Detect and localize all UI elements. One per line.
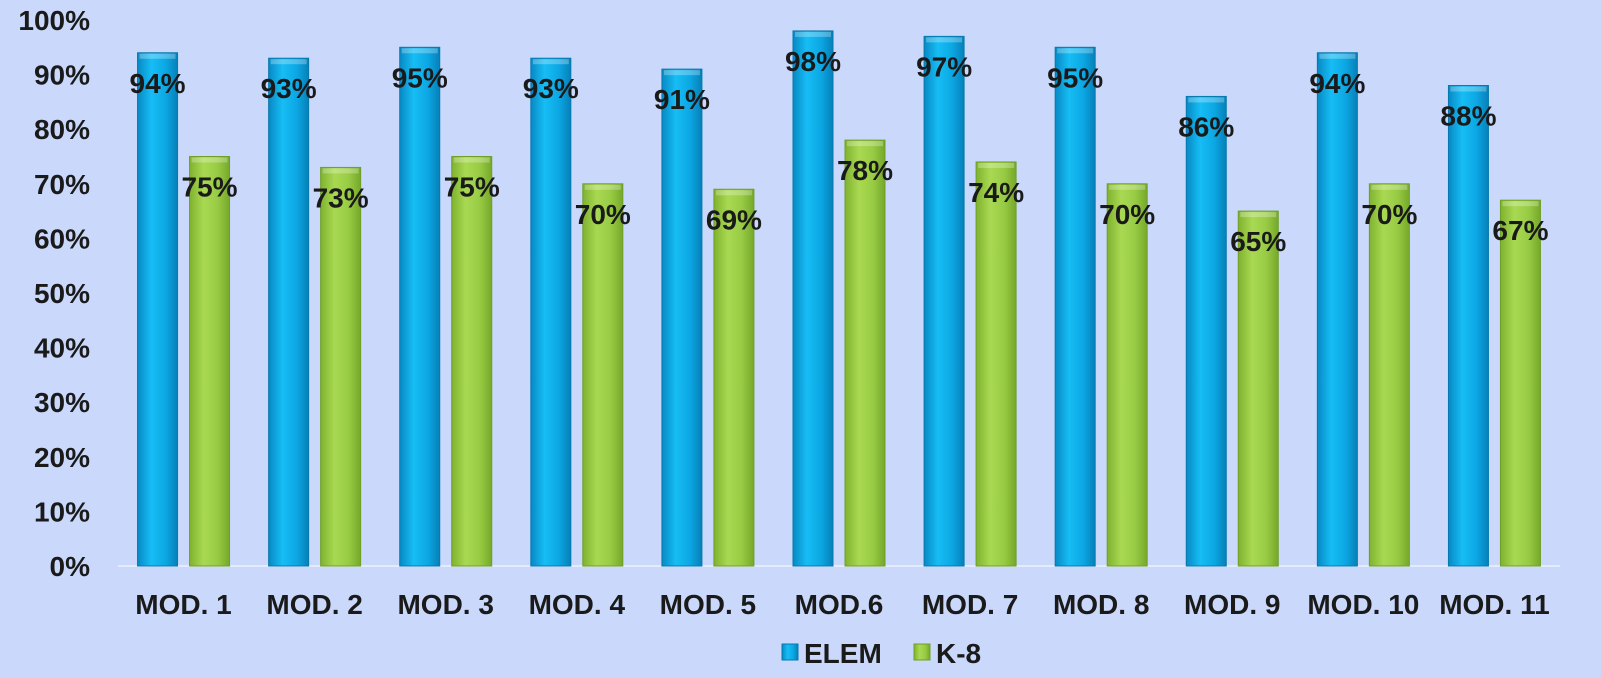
bar-highlight [978, 162, 1015, 168]
bar-elem-6 [792, 30, 834, 567]
bar-highlight [795, 31, 831, 37]
y-tick-label: 20% [34, 442, 90, 473]
data-label: 97% [916, 51, 972, 82]
y-tick-label: 90% [34, 60, 90, 91]
bar-k8-7 [975, 161, 1017, 567]
bar-highlight [322, 168, 359, 174]
y-tick-label: 60% [34, 223, 90, 254]
x-tick-label: MOD. 11 [1439, 589, 1549, 620]
bar-highlight [1188, 97, 1225, 103]
bar-elem-4 [530, 57, 572, 567]
bar-highlight [1240, 212, 1277, 218]
data-label: 65% [1230, 226, 1286, 257]
y-tick-label: 100% [18, 5, 90, 36]
bar-k8-6 [844, 139, 886, 567]
bar-elem-5 [661, 68, 703, 567]
data-label: 86% [1178, 111, 1234, 142]
data-label: 69% [706, 204, 762, 235]
x-tick-label: MOD. 10 [1307, 589, 1419, 620]
x-tick-label: MOD. 4 [529, 589, 626, 620]
y-tick-label: 80% [34, 114, 90, 145]
bar-highlight [847, 141, 883, 147]
bar-k8-1 [189, 156, 231, 567]
bar-k8-3 [451, 156, 493, 567]
bar-highlight [1450, 86, 1487, 92]
bar-elem-3 [399, 46, 441, 567]
x-tick-label: MOD. 5 [660, 589, 756, 620]
data-label: 75% [444, 172, 500, 203]
bar-k8-2 [320, 166, 362, 567]
data-label: 94% [1309, 68, 1365, 99]
bar-elem-7 [923, 35, 965, 567]
bar-highlight [1502, 201, 1539, 207]
x-tick-label: MOD. 9 [1184, 589, 1280, 620]
data-label: 95% [392, 62, 448, 93]
bar-elem-11 [1447, 85, 1489, 567]
bar-highlight [270, 59, 307, 65]
bar-k8-8 [1106, 183, 1148, 567]
bar-highlight [453, 157, 490, 163]
data-label: 70% [575, 199, 631, 230]
legend-swatch-elem [781, 643, 799, 661]
data-label: 94% [130, 68, 186, 99]
y-tick-label: 0% [50, 551, 91, 582]
bar-highlight [532, 59, 569, 65]
data-label: 70% [1361, 199, 1417, 230]
bar-elem-9 [1185, 95, 1227, 567]
x-tick-label: MOD. 1 [135, 589, 231, 620]
bar-highlight [191, 157, 228, 163]
legend: ELEM K-8 [781, 638, 981, 669]
legend-label: K-8 [936, 638, 981, 669]
data-label: 93% [523, 73, 579, 104]
bar-elem-2 [268, 57, 310, 567]
x-tick-label: MOD. 2 [266, 589, 362, 620]
x-tick-label: MOD. 8 [1053, 589, 1149, 620]
y-axis: 0% 10% 20% 30% 40% 50% 60% 70% 80% 90% 100% [18, 5, 1560, 582]
legend-label: ELEM [804, 638, 882, 669]
x-axis: MOD. 1 MOD. 2 MOD. 3 MOD. 4 MOD. 5 MOD.6 MOD. … [135, 589, 1549, 620]
data-label: 95% [1047, 62, 1103, 93]
bar-highlight [139, 53, 176, 59]
bar-k8-9 [1237, 210, 1279, 567]
data-label: 88% [1440, 101, 1496, 132]
bar-elem-10 [1316, 52, 1358, 567]
data-label: 91% [654, 84, 710, 115]
x-tick-label: MOD.6 [795, 589, 884, 620]
bar-k8-5 [713, 188, 755, 567]
y-tick-label: 30% [34, 387, 90, 418]
data-label: 78% [837, 155, 893, 186]
data-labels: 94% 75% 93% 73% 95% 75% 93% 70% 91% 69% 98% 78% 97% 7… [130, 46, 1549, 257]
bar-highlight [1319, 53, 1356, 59]
x-tick-label: MOD. 7 [922, 589, 1018, 620]
bar-highlight [926, 37, 963, 43]
data-label: 75% [182, 172, 238, 203]
data-label: 67% [1492, 215, 1548, 246]
bar-elem-1 [137, 52, 179, 567]
y-tick-label: 40% [34, 333, 90, 364]
bar-highlight [715, 190, 752, 196]
bar-highlight [1057, 48, 1094, 54]
data-label: 73% [313, 182, 369, 213]
bar-highlight [401, 48, 438, 54]
y-tick-label: 70% [34, 169, 90, 200]
bar-highlight [584, 184, 621, 190]
data-label: 74% [968, 177, 1024, 208]
bar-k8-4 [582, 183, 624, 567]
bar-highlight [1371, 184, 1408, 190]
data-label: 93% [261, 73, 317, 104]
y-tick-label: 10% [34, 496, 90, 527]
bar-highlight [663, 70, 700, 76]
legend-swatch-k8 [913, 643, 931, 661]
bar-k8-11 [1499, 199, 1541, 567]
data-label: 98% [785, 46, 841, 77]
data-label: 70% [1099, 199, 1155, 230]
bar-highlight [1109, 184, 1146, 190]
bar-elem-8 [1054, 46, 1096, 567]
bars [137, 30, 1541, 567]
bar-k8-10 [1368, 183, 1410, 567]
y-tick-label: 50% [34, 278, 90, 309]
x-tick-label: MOD. 3 [397, 589, 493, 620]
